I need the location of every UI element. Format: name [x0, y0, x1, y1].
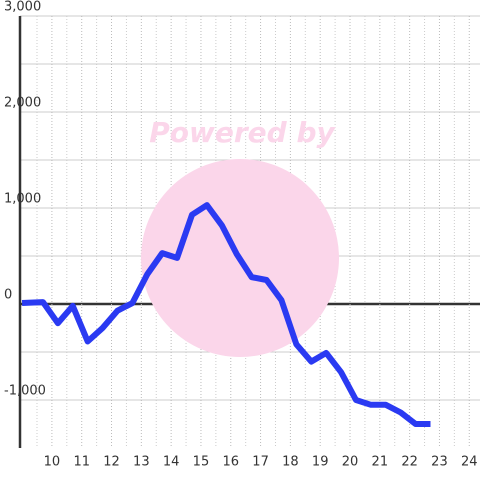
x-tick-label: 10: [44, 455, 61, 470]
x-tick-label: 21: [372, 455, 389, 470]
y-tick-label: 3,000: [4, 0, 41, 15]
x-tick-label: 14: [163, 455, 180, 470]
watermark-text: Powered by: [149, 116, 336, 149]
y-tick-label: 0: [4, 288, 12, 303]
x-tick-label: 22: [401, 455, 418, 470]
x-tick-label: 13: [133, 455, 150, 470]
y-tick-label: -1,000: [4, 384, 46, 399]
y-tick-label: 1,000: [4, 192, 41, 207]
x-tick-label: 12: [103, 455, 120, 470]
x-tick-label: 18: [282, 455, 299, 470]
x-tick-label: 11: [73, 455, 90, 470]
x-tick-label: 17: [252, 455, 269, 470]
x-tick-label: 16: [222, 455, 239, 470]
x-tick-label: 20: [342, 455, 359, 470]
line: [21, 202, 431, 427]
y-tick-label: 2,000: [4, 96, 41, 111]
x-tick-label: 15: [193, 455, 210, 470]
x-tick-label: 19: [312, 455, 329, 470]
x-tick-label: 24: [461, 455, 478, 470]
x-tick-label: 23: [431, 455, 448, 470]
